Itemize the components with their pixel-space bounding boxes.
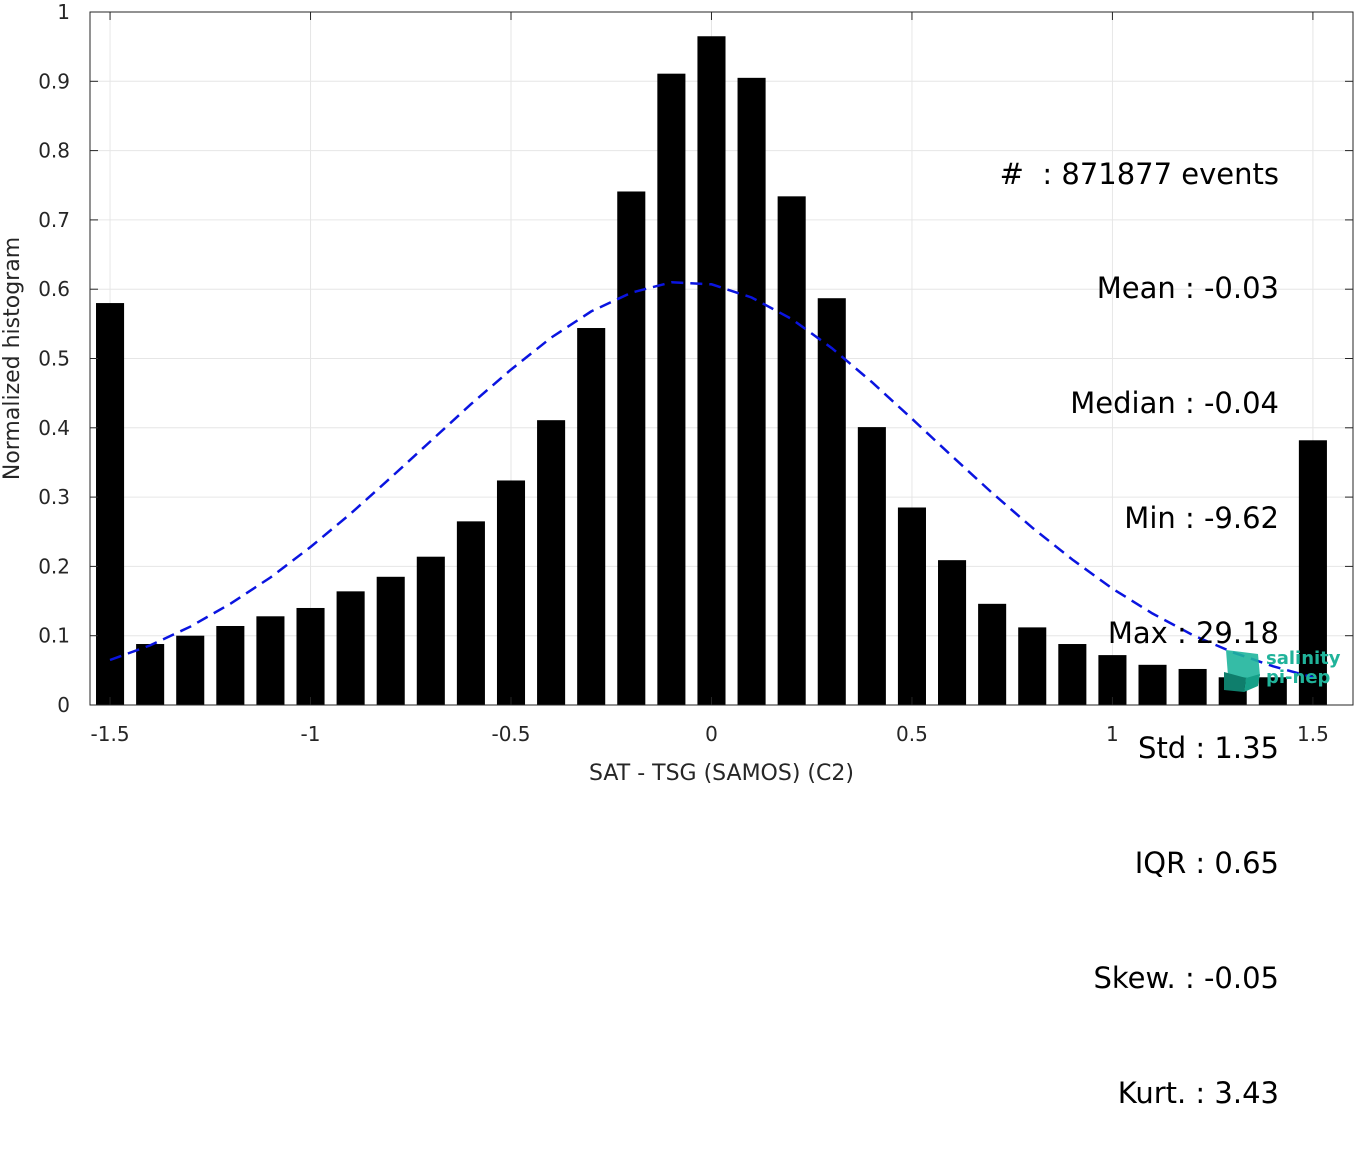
stat-min: Min : -9.62 bbox=[1124, 501, 1279, 536]
y-tick-label-1: 0.1 bbox=[38, 624, 70, 648]
bar-29 bbox=[1258, 677, 1287, 705]
logo-line-2: pi-nep bbox=[1266, 667, 1331, 688]
bar-8 bbox=[416, 556, 445, 705]
bar-22 bbox=[978, 603, 1007, 705]
bar-18 bbox=[817, 298, 846, 705]
y-tick-label-4: 0.4 bbox=[38, 416, 70, 440]
bar-14 bbox=[657, 73, 686, 705]
stat-kurt: Kurt. : 3.43 bbox=[1117, 1075, 1279, 1110]
bar-30 bbox=[1298, 440, 1327, 705]
bar-27 bbox=[1178, 668, 1207, 705]
bar-5 bbox=[296, 607, 325, 705]
bar-4 bbox=[256, 616, 285, 705]
bar-9 bbox=[456, 521, 485, 705]
salinity-pinep-logo: salinity pi-nep bbox=[1220, 648, 1350, 694]
y-tick-label-7: 0.7 bbox=[38, 208, 70, 232]
bar-13 bbox=[617, 191, 646, 705]
statistics-annotation: # : 871877 events Mean : -0.03 Median : … bbox=[1000, 78, 1279, 1150]
bar-19 bbox=[857, 427, 886, 705]
y-tick-label-6: 0.6 bbox=[38, 277, 70, 301]
bar-7 bbox=[376, 576, 405, 705]
bar-20 bbox=[897, 507, 926, 705]
x-tick-label-2: -0.5 bbox=[491, 722, 530, 746]
bar-3 bbox=[216, 625, 245, 705]
bar-10 bbox=[496, 480, 526, 705]
histogram-chart: -1.5 -1 -0.5 0 0.5 1 1.5 0 0.1 0.2 0.3 0.4 0.5 0.6 0.7… bbox=[0, 0, 1354, 785]
logo-mark-icon bbox=[1224, 650, 1260, 692]
y-tick-label-5: 0.5 bbox=[38, 347, 70, 371]
y-tick-label-10: 1 bbox=[57, 0, 70, 24]
y-tick-label-8: 0.8 bbox=[38, 139, 70, 163]
bar-16 bbox=[737, 77, 766, 705]
stat-mean: Mean : -0.03 bbox=[1096, 271, 1279, 306]
bar-15 bbox=[697, 36, 726, 705]
bar-1 bbox=[136, 644, 165, 705]
x-tick-label-5: 1 bbox=[1106, 722, 1119, 746]
axis-ticks: -1.5 -1 -0.5 0 0.5 1 1.5 0 0.1 0.2 0.3 0.4 0.5 0.6 0.7… bbox=[38, 0, 1353, 746]
y-tick-label-9: 0.9 bbox=[38, 69, 70, 93]
bar-21 bbox=[938, 560, 967, 705]
stat-iqr: IQR : 0.65 bbox=[1134, 845, 1279, 880]
bar-23 bbox=[1018, 627, 1047, 705]
bar-26 bbox=[1138, 664, 1167, 705]
bar-0 bbox=[96, 303, 125, 705]
x-tick-label-4: 0.5 bbox=[896, 722, 928, 746]
stat-max: Max : 29.18 bbox=[1107, 616, 1279, 651]
normal-fit-curve bbox=[109, 281, 1314, 679]
bar-12 bbox=[577, 328, 606, 705]
y-tick-label-3: 0.3 bbox=[38, 485, 70, 509]
stat-events: # : 871877 events bbox=[999, 156, 1279, 191]
bar-6 bbox=[336, 591, 365, 705]
y-tick-label-2: 0.2 bbox=[38, 554, 70, 578]
bar-24 bbox=[1058, 644, 1087, 705]
bar-17 bbox=[777, 196, 806, 705]
x-tick-label-0: -1.5 bbox=[91, 722, 130, 746]
y-axis-label: Normalized histogram bbox=[0, 237, 25, 480]
bar-25 bbox=[1098, 655, 1127, 705]
bar-2 bbox=[176, 635, 205, 705]
x-tick-label-3: 0 bbox=[705, 722, 718, 746]
y-tick-label-0: 0 bbox=[57, 693, 70, 717]
x-tick-label-6: 1.5 bbox=[1297, 722, 1329, 746]
stat-skew: Skew. : -0.05 bbox=[1093, 960, 1279, 995]
x-axis-label: SAT - TSG (SAMOS) (C2) bbox=[589, 761, 854, 785]
x-tick-label-1: -1 bbox=[301, 722, 321, 746]
stat-std: Std : 1.35 bbox=[1138, 731, 1279, 766]
logo-line-1: salinity bbox=[1266, 648, 1341, 669]
histogram-bars bbox=[96, 36, 1327, 705]
stat-median: Median : -0.04 bbox=[1070, 386, 1279, 421]
bar-11 bbox=[537, 420, 566, 705]
logo-text: salinity pi-nep bbox=[1266, 649, 1341, 687]
